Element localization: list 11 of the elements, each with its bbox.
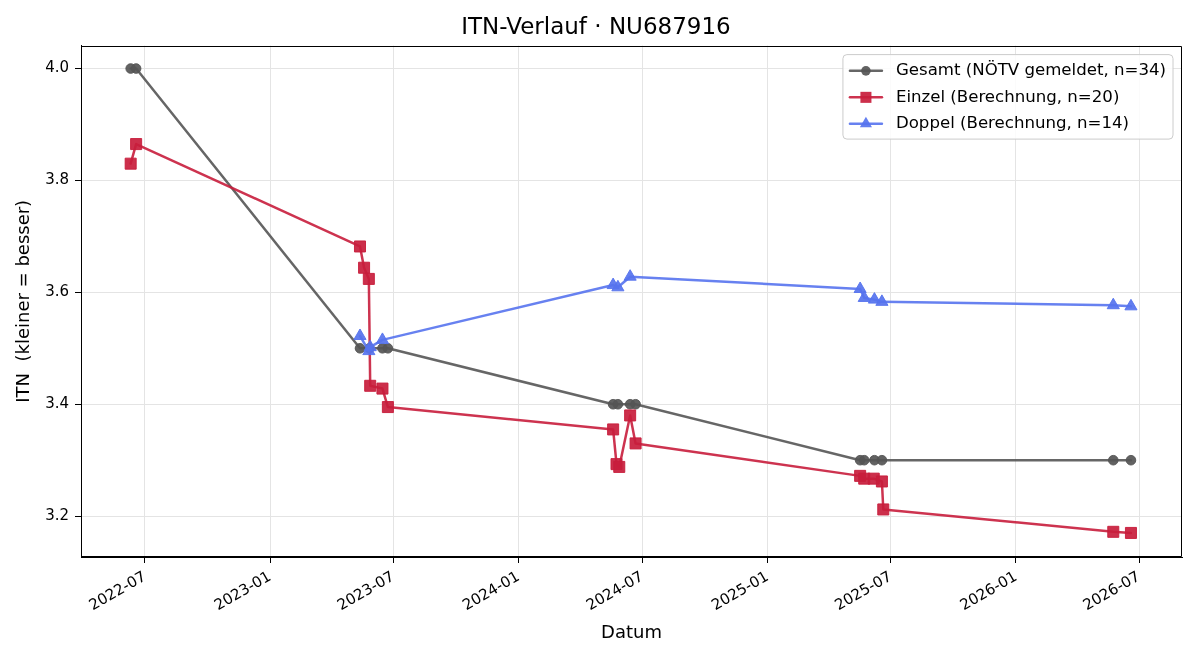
y-tick-label: 3.8 [45,170,69,189]
legend-label: Doppel (Berechnung, n=14) [895,113,1130,133]
y-axis-title: ITN (kleiner = besser) [12,199,34,403]
y-tick-label: 3.6 [45,282,69,301]
legend-label: Einzel (Berechnung, n=20) [895,86,1120,106]
x-axis-title: Datum [601,620,662,642]
y-tick-label: 4.0 [45,58,69,77]
y-tick-label: 3.4 [45,394,69,413]
chart-title: ITN-Verlauf · NU687916 [461,12,731,39]
legend-label: Gesamt (NÖTV gemeldet, n=34) [895,60,1167,80]
y-tick-label: 3.2 [45,506,69,525]
